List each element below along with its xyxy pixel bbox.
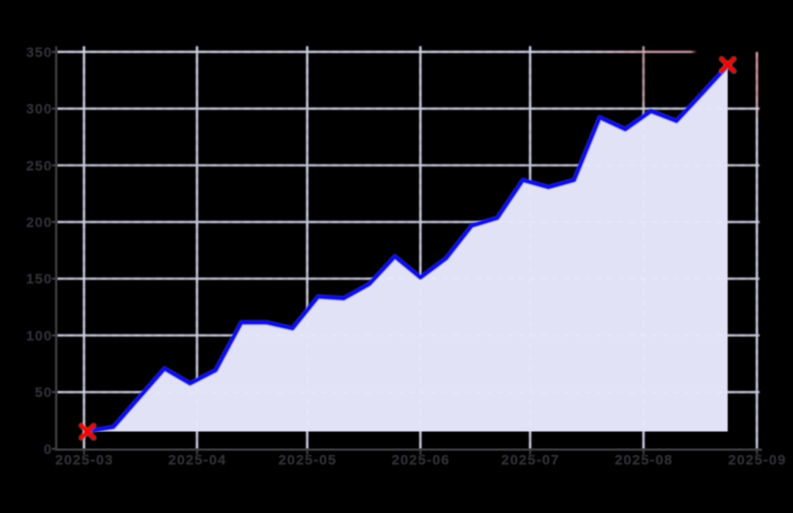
svg-text:150: 150 [26,271,52,287]
svg-text:350: 350 [26,44,52,60]
svg-text:2025-09: 2025-09 [728,451,786,467]
svg-text:250: 250 [26,157,52,173]
svg-text:300: 300 [26,101,52,117]
svg-text:2025-08: 2025-08 [615,451,673,467]
svg-text:0: 0 [44,441,53,457]
svg-text:2025-06: 2025-06 [392,451,450,467]
svg-text:2025-07: 2025-07 [501,451,559,467]
svg-text:2025-05: 2025-05 [278,451,336,467]
svg-text:200: 200 [26,214,52,230]
svg-text:2025-03: 2025-03 [55,451,113,467]
svg-text:100: 100 [26,327,52,343]
svg-text:2025-04: 2025-04 [168,451,226,467]
svg-text:50: 50 [35,384,53,400]
